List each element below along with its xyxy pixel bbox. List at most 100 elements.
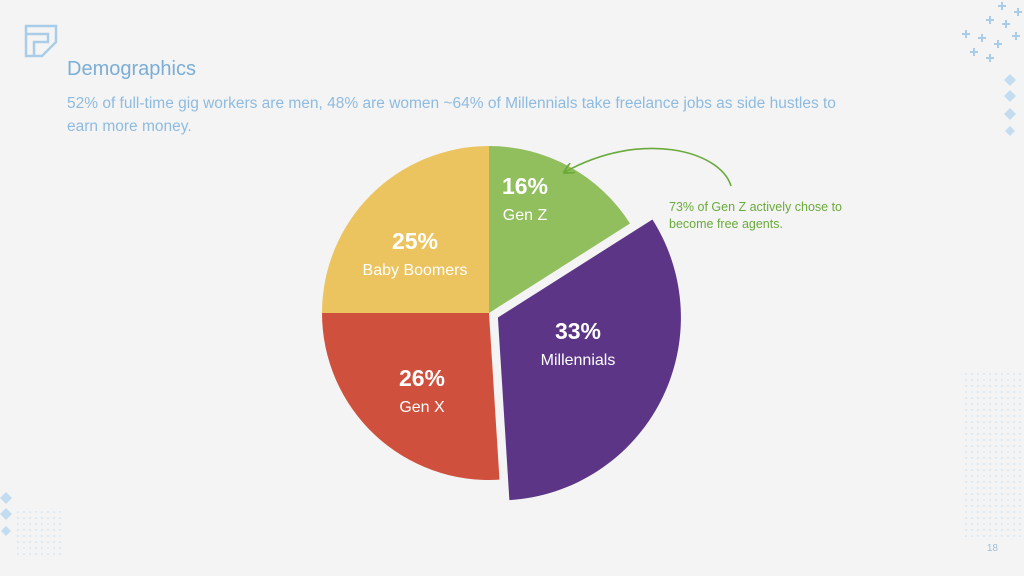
slice-percent-label: 33%	[555, 318, 601, 344]
decorative-dot	[23, 547, 25, 549]
slice-name-label: Gen Z	[503, 207, 548, 224]
page-number: 18	[986, 543, 998, 554]
decorative-dot	[1013, 379, 1015, 381]
decorative-dot	[995, 439, 997, 441]
decorative-dot	[977, 391, 979, 393]
decorative-dot	[965, 415, 967, 417]
decorative-dot	[995, 421, 997, 423]
decorative-dot	[35, 523, 37, 525]
decorative-dot	[971, 403, 973, 405]
decorative-dot	[29, 553, 31, 555]
decorative-dot	[1007, 403, 1009, 405]
decorative-dot	[989, 409, 991, 411]
decorative-dot	[971, 421, 973, 423]
decorative-dot	[965, 523, 967, 525]
decorative-dot	[965, 529, 967, 531]
decorative-dot	[23, 535, 25, 537]
decorative-dot	[1019, 397, 1021, 399]
decorative-dot	[29, 541, 31, 543]
decorative-dot	[1007, 391, 1009, 393]
decorative-dot	[59, 535, 61, 537]
decorative-dot	[965, 463, 967, 465]
decorative-dot	[1001, 481, 1003, 483]
decorative-dot	[59, 511, 61, 513]
decorative-dot	[1007, 457, 1009, 459]
decorative-dot	[1019, 487, 1021, 489]
decorative-dot	[983, 379, 985, 381]
decorative-dot	[971, 397, 973, 399]
decorative-dot	[989, 379, 991, 381]
decorative-dot	[29, 511, 31, 513]
decorative-dot	[989, 373, 991, 375]
decorative-dot	[1019, 391, 1021, 393]
slice-name-label: Gen X	[399, 399, 445, 416]
decorative-dot	[17, 517, 19, 519]
decorative-dot	[1019, 427, 1021, 429]
decorative-dot	[1013, 445, 1015, 447]
decorative-dot	[989, 499, 991, 501]
pie-slice-gen-z	[489, 146, 631, 313]
decorative-dot	[983, 529, 985, 531]
decorative-dot	[1007, 463, 1009, 465]
decorative-dot	[983, 403, 985, 405]
decorative-dot	[971, 487, 973, 489]
decorative-dot	[995, 475, 997, 477]
decorative-dot	[983, 433, 985, 435]
decorative-dot	[983, 499, 985, 501]
dot-grid-decoration	[965, 373, 1021, 537]
decorative-dot	[1001, 493, 1003, 495]
decorative-dot	[1001, 511, 1003, 513]
decorative-dot	[35, 541, 37, 543]
decorative-dot	[995, 445, 997, 447]
decorative-dot	[1019, 505, 1021, 507]
decorative-dot	[1013, 415, 1015, 417]
slice-percent-label: 26%	[399, 365, 445, 391]
decorative-dot	[971, 427, 973, 429]
decorative-dot	[1007, 523, 1009, 525]
decorative-dot	[1001, 499, 1003, 501]
decorative-dot	[1013, 409, 1015, 411]
decorative-dot	[1007, 487, 1009, 489]
decorative-dot	[1007, 481, 1009, 483]
decorative-dot	[1019, 433, 1021, 435]
decorative-dot	[989, 487, 991, 489]
decorative-dot	[995, 373, 997, 375]
decorative-dot	[1013, 403, 1015, 405]
diamond-pattern-decoration-left	[0, 492, 12, 536]
decorative-dot	[1019, 403, 1021, 405]
decorative-dot	[17, 523, 19, 525]
decorative-dot	[977, 481, 979, 483]
decorative-dot	[983, 505, 985, 507]
decorative-dot	[983, 415, 985, 417]
plus-pattern-decoration	[962, 2, 1022, 62]
decorative-dot	[995, 451, 997, 453]
decorative-dot	[995, 469, 997, 471]
decorative-dot	[1007, 511, 1009, 513]
decorative-dot	[977, 385, 979, 387]
decorative-dot	[965, 421, 967, 423]
decorative-dot	[965, 391, 967, 393]
decorative-dot	[1007, 493, 1009, 495]
decorative-dot	[977, 463, 979, 465]
decorative-dot	[59, 553, 61, 555]
decorative-dot	[35, 529, 37, 531]
decorative-dot	[1013, 469, 1015, 471]
decorative-dot	[1001, 397, 1003, 399]
decorative-dot	[1019, 421, 1021, 423]
decorative-dot	[977, 379, 979, 381]
slide-subtitle: 52% of full-time gig workers are men, 48…	[67, 95, 836, 135]
decorative-dot	[995, 403, 997, 405]
decorative-dot	[1001, 385, 1003, 387]
decorative-dot	[1001, 445, 1003, 447]
decorative-dot	[1013, 397, 1015, 399]
decorative-dot	[983, 427, 985, 429]
decorative-dot	[1007, 517, 1009, 519]
decorative-dot	[1001, 427, 1003, 429]
decorative-dot	[971, 475, 973, 477]
decorative-dot	[1013, 535, 1015, 537]
decorative-dot	[17, 547, 19, 549]
decorative-dot	[983, 493, 985, 495]
decorative-dot	[977, 517, 979, 519]
decorative-dot	[983, 457, 985, 459]
decorative-dot	[1007, 379, 1009, 381]
